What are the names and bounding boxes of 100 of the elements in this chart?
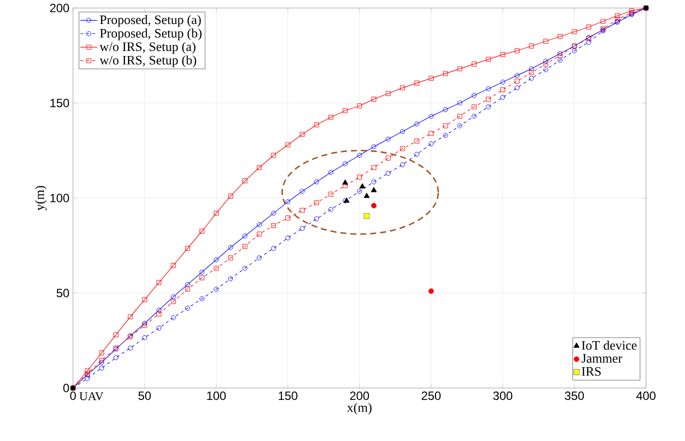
point bbox=[314, 179, 319, 184]
point bbox=[342, 183, 348, 188]
point bbox=[128, 314, 133, 320]
point bbox=[457, 66, 462, 72]
point bbox=[128, 346, 133, 351]
point bbox=[428, 141, 434, 146]
point bbox=[214, 210, 219, 216]
point bbox=[472, 104, 477, 110]
point bbox=[242, 178, 248, 184]
point bbox=[364, 213, 370, 220]
point bbox=[328, 170, 334, 175]
point bbox=[300, 132, 305, 137]
point bbox=[486, 56, 491, 62]
point bbox=[242, 266, 248, 271]
point bbox=[614, 13, 620, 18]
point bbox=[228, 255, 234, 260]
point bbox=[300, 188, 305, 194]
point bbox=[300, 208, 305, 213]
point bbox=[528, 70, 534, 76]
point bbox=[414, 152, 420, 157]
point bbox=[486, 86, 491, 92]
point bbox=[486, 96, 491, 102]
x-tick-label: 250 bbox=[422, 392, 441, 400]
point bbox=[514, 48, 520, 54]
point bbox=[528, 44, 534, 48]
point bbox=[242, 244, 248, 249]
point bbox=[271, 246, 276, 251]
point bbox=[443, 107, 448, 112]
legend-label: Proposed, Setup (a) bbox=[100, 15, 201, 27]
y-tick-label: 200 bbox=[50, 4, 70, 12]
point bbox=[500, 52, 506, 57]
point bbox=[214, 257, 219, 262]
y-tick-label: 100 bbox=[50, 194, 70, 202]
legend-label: IoT device bbox=[582, 340, 637, 350]
point bbox=[572, 48, 577, 54]
point bbox=[156, 308, 162, 313]
point bbox=[400, 162, 405, 168]
x-tick-label: 200 bbox=[350, 392, 370, 400]
point bbox=[156, 280, 162, 285]
x-tick-label: 100 bbox=[207, 392, 226, 400]
point bbox=[185, 286, 190, 292]
point bbox=[328, 206, 334, 212]
legend-label: Jammer bbox=[582, 354, 622, 363]
point bbox=[357, 152, 362, 158]
point bbox=[285, 142, 290, 148]
point bbox=[514, 85, 520, 90]
point bbox=[528, 66, 534, 72]
point bbox=[228, 244, 234, 250]
point bbox=[285, 199, 290, 204]
point bbox=[256, 255, 262, 260]
point bbox=[84, 376, 90, 381]
point bbox=[443, 132, 448, 138]
point bbox=[199, 275, 204, 280]
point bbox=[199, 296, 204, 302]
point bbox=[514, 73, 520, 78]
point bbox=[443, 123, 448, 128]
point bbox=[500, 80, 506, 85]
point bbox=[414, 138, 420, 144]
point bbox=[328, 192, 334, 197]
y-tick-label: 0 bbox=[63, 384, 70, 392]
point bbox=[285, 235, 290, 240]
point bbox=[357, 103, 362, 108]
point bbox=[543, 58, 548, 64]
point bbox=[99, 350, 104, 356]
point bbox=[486, 104, 491, 110]
point bbox=[400, 129, 405, 134]
point bbox=[586, 24, 592, 30]
x-tick-label: 300 bbox=[493, 392, 512, 400]
legend-label: w/o IRS, Setup (b) bbox=[100, 55, 196, 68]
point bbox=[142, 297, 148, 302]
point bbox=[543, 62, 548, 66]
point bbox=[543, 67, 548, 72]
point bbox=[256, 232, 262, 237]
point bbox=[386, 156, 391, 161]
point bbox=[199, 270, 204, 275]
point bbox=[342, 161, 348, 166]
point bbox=[371, 202, 377, 208]
point bbox=[285, 216, 290, 220]
point bbox=[114, 332, 118, 338]
point bbox=[185, 282, 190, 287]
point bbox=[170, 294, 176, 300]
point bbox=[558, 34, 562, 39]
point bbox=[629, 8, 634, 14]
point bbox=[414, 80, 420, 86]
point bbox=[528, 76, 534, 81]
point bbox=[156, 311, 162, 316]
point bbox=[414, 121, 420, 126]
point bbox=[514, 78, 520, 84]
point bbox=[472, 114, 477, 119]
point bbox=[357, 174, 362, 180]
point bbox=[457, 100, 462, 106]
point bbox=[600, 18, 606, 24]
point bbox=[364, 192, 370, 198]
point bbox=[185, 246, 190, 251]
point bbox=[500, 94, 506, 100]
point bbox=[457, 114, 462, 119]
point bbox=[371, 144, 376, 150]
point bbox=[170, 263, 176, 268]
point bbox=[572, 29, 577, 34]
y-axis-title: y(m) bbox=[34, 186, 47, 210]
